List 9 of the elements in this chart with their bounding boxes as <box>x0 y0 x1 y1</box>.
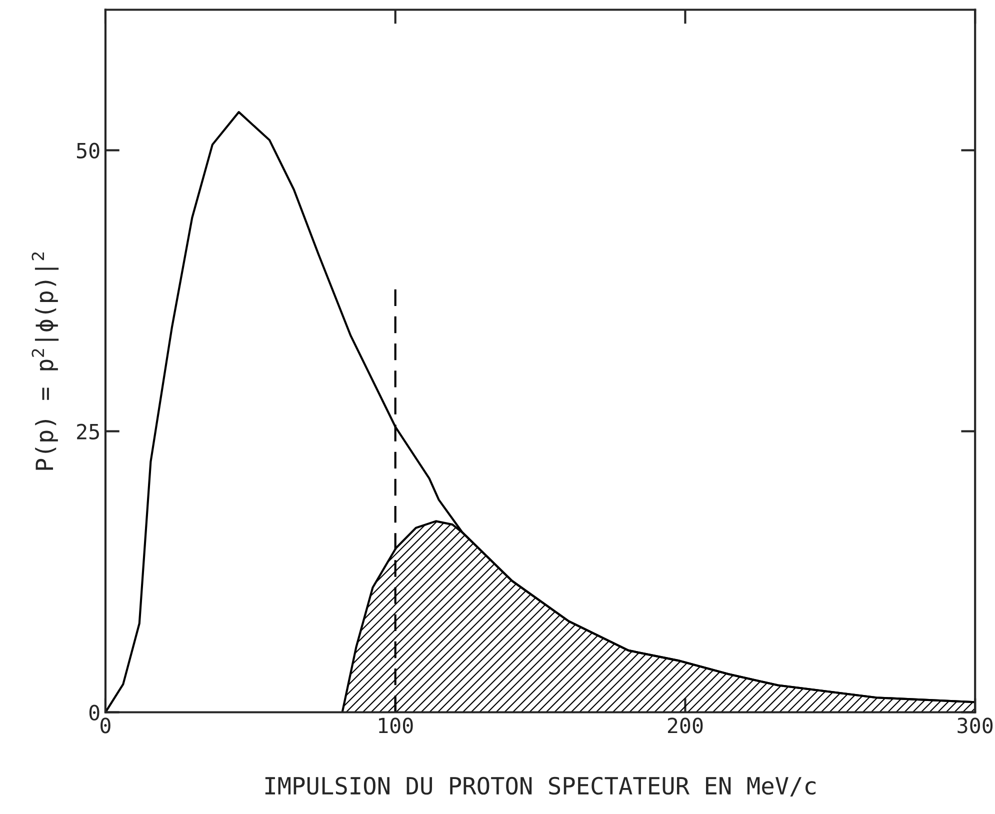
x-tick-label: 100 <box>379 718 413 734</box>
x-tick-label: 200 <box>668 718 703 734</box>
y-tick-label: 25 <box>77 424 99 440</box>
y-axis-title: P(p) = p$^{2}$|ϕ(p)|$^{2}$ <box>32 252 59 470</box>
x-tick-label: 0 <box>100 718 110 734</box>
y-tick-label: 0 <box>89 704 100 721</box>
x-axis-title: IMPULSION DU PROTON SPECTATEUR EN MeV/c <box>265 776 816 797</box>
x-tick-label: 300 <box>958 718 993 734</box>
y-tick-label: 50 <box>76 142 100 159</box>
